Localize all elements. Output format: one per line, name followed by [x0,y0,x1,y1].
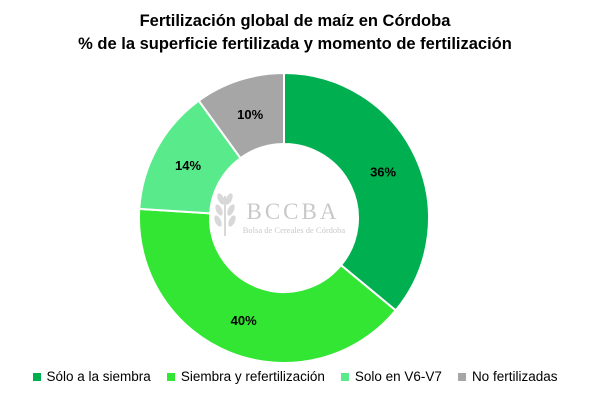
watermark-logo-text: BCCBA [247,199,340,224]
legend-label: Sólo a la siembra [46,369,151,384]
title-line-2: % de la superficie fertilizada y momento… [78,35,512,53]
legend-label: Solo en V6-V7 [354,369,442,384]
data-label-solo-en-v6-v7: 14% [175,158,201,173]
chart-title: Fertilización global de maíz en Córdoba … [0,10,590,56]
data-label-no-fertilizadas: 10% [237,107,263,122]
legend-label: Siembra y refertilización [180,369,325,384]
watermark-logo: BCCBA Bolsa de Cereales de Córdoba [214,193,346,236]
slices-group [138,71,430,364]
legend-label: No fertilizadas [471,369,558,384]
legend-item-no-fertilizadas: No fertilizadas [457,369,558,384]
data-label-solo-a-la-siembra: 36% [370,164,396,179]
legend-swatch [340,372,349,381]
legend-swatch [457,372,466,381]
title-line-1: Fertilización global de maíz en Córdoba [139,12,451,30]
legend-item-siembra-y-refertilizacion: Siembra y refertilización [166,369,325,384]
data-label-siembra-y-refertilizacion: 40% [231,313,257,328]
wheat-icon [214,193,236,236]
slice-siembra-y-refertilizacion [138,207,398,364]
chart-legend: Sólo a la siembra Siembra y refertilizaci… [0,369,590,384]
watermark-subtitle: Bolsa de Cereales de Córdoba [243,225,346,235]
legend-swatch [166,372,175,381]
slice-solo-a-la-siembra [283,71,430,312]
legend-swatch [32,372,41,381]
slice-no-fertilizadas [197,71,285,160]
legend-item-solo-en-v6-v7: Solo en V6-V7 [340,369,442,384]
legend-item-solo-a-la-siembra: Sólo a la siembra [32,369,151,384]
data-labels-group: 36% 40% 14% 10% [175,107,396,328]
